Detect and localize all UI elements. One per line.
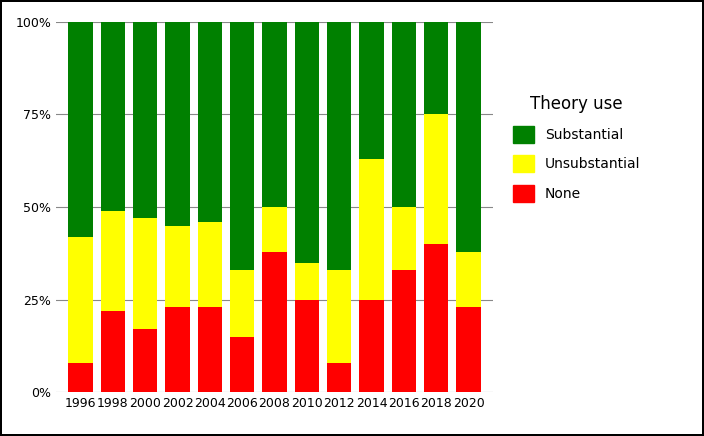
Bar bbox=[295, 300, 319, 392]
Bar bbox=[360, 159, 384, 300]
Bar bbox=[133, 330, 158, 392]
Bar bbox=[68, 22, 93, 237]
Bar bbox=[198, 222, 222, 307]
Bar bbox=[391, 207, 416, 270]
Bar bbox=[101, 211, 125, 311]
Bar bbox=[263, 22, 287, 207]
Bar bbox=[165, 226, 189, 307]
Bar bbox=[327, 270, 351, 363]
Bar bbox=[424, 244, 448, 392]
Bar bbox=[198, 307, 222, 392]
Bar bbox=[295, 22, 319, 262]
Bar bbox=[230, 270, 254, 337]
Bar bbox=[68, 237, 93, 363]
Bar bbox=[263, 252, 287, 392]
Bar bbox=[68, 363, 93, 392]
Bar bbox=[360, 22, 384, 159]
Bar bbox=[165, 22, 189, 226]
Bar bbox=[327, 363, 351, 392]
Bar bbox=[456, 252, 481, 307]
Bar bbox=[456, 307, 481, 392]
Bar bbox=[133, 218, 158, 330]
Bar bbox=[295, 262, 319, 300]
Bar bbox=[230, 22, 254, 270]
Bar bbox=[424, 22, 448, 114]
Bar bbox=[198, 22, 222, 222]
Bar bbox=[165, 307, 189, 392]
Bar bbox=[263, 207, 287, 252]
Bar bbox=[101, 22, 125, 211]
Bar bbox=[133, 22, 158, 218]
Bar bbox=[391, 270, 416, 392]
Bar bbox=[101, 311, 125, 392]
Bar bbox=[360, 300, 384, 392]
Legend: Substantial, Unsubstantial, None: Substantial, Unsubstantial, None bbox=[513, 95, 640, 202]
Bar bbox=[230, 337, 254, 392]
Bar bbox=[391, 22, 416, 207]
Bar bbox=[424, 114, 448, 244]
Bar bbox=[456, 22, 481, 252]
Bar bbox=[327, 22, 351, 270]
